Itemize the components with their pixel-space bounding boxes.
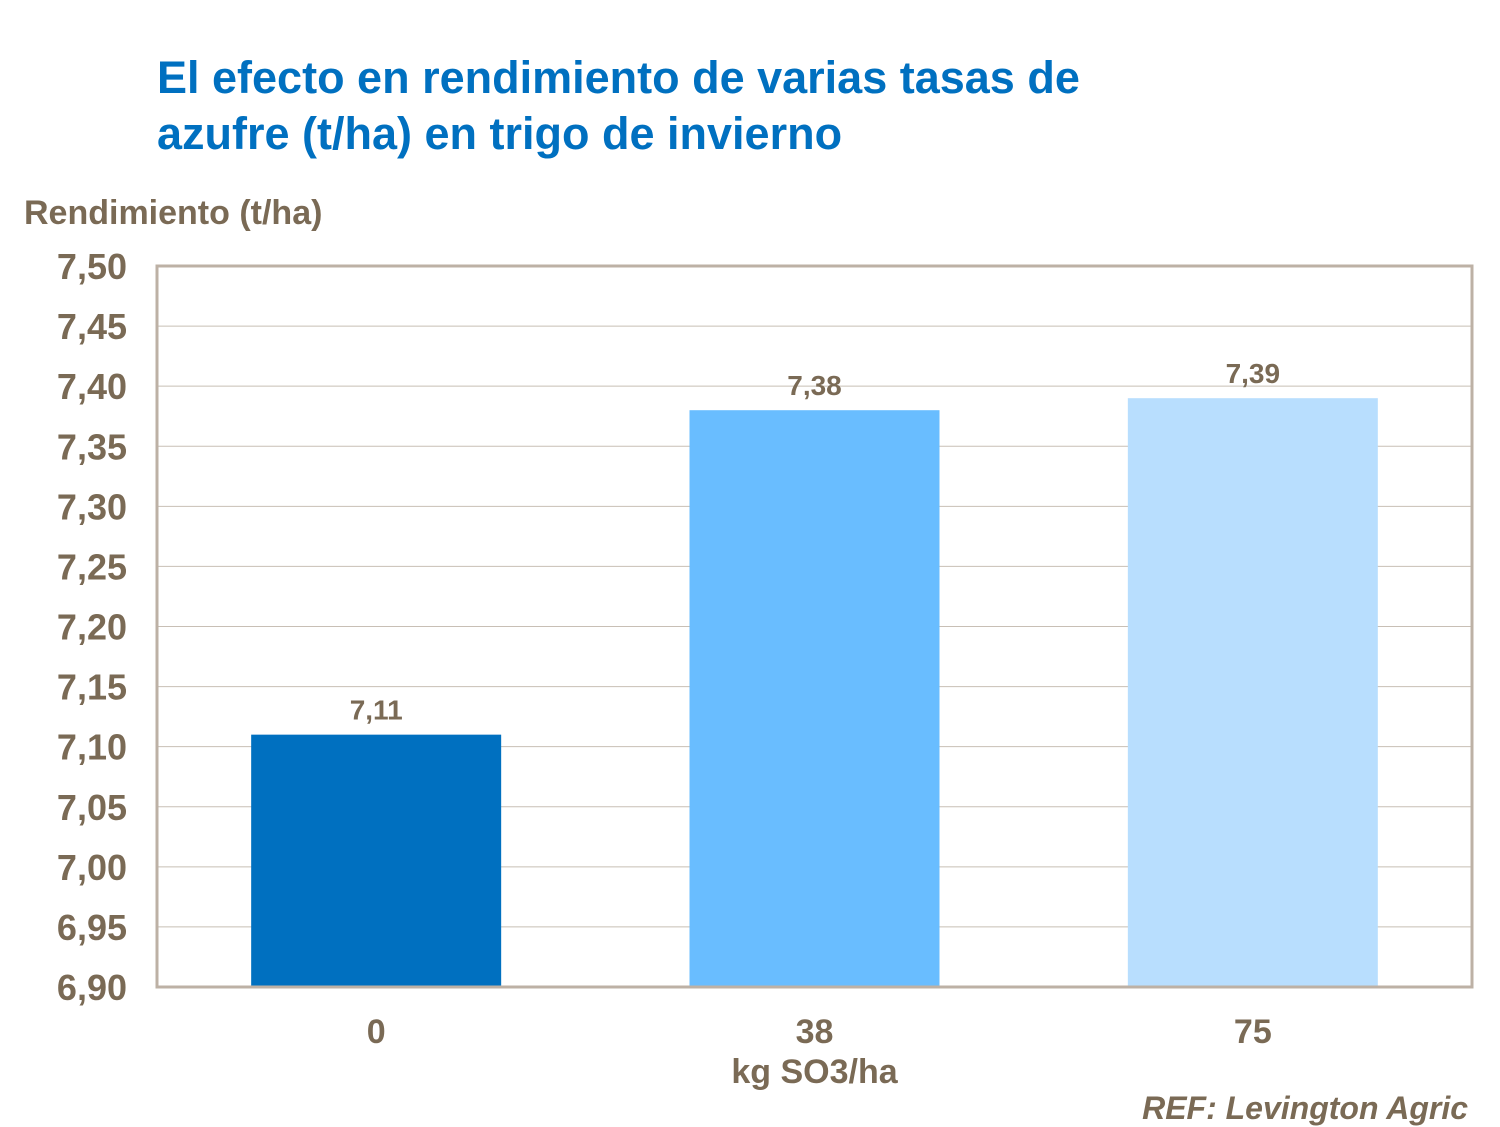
data-label: 7,39	[1226, 358, 1281, 389]
data-label: 7,38	[787, 370, 842, 401]
y-tick-label: 7,10	[57, 727, 127, 768]
y-tick-label: 6,95	[57, 907, 127, 948]
bar-0	[251, 734, 502, 987]
x-tick-label: 0	[367, 1013, 386, 1051]
y-tick-label: 7,50	[57, 246, 127, 287]
y-tick-label: 7,35	[57, 426, 127, 467]
x-axis-label: kg SO3/ha	[731, 1053, 898, 1091]
y-tick-label: 7,05	[57, 787, 127, 828]
x-tick-label: 38	[796, 1013, 834, 1051]
y-tick-label: 7,15	[57, 667, 127, 708]
y-tick-label: 6,90	[57, 967, 127, 1008]
plot-frame	[155, 264, 1474, 989]
reference-note: REF: Levington Agric	[1142, 1090, 1468, 1126]
y-tick-label: 7,30	[57, 486, 127, 527]
x-tick-label: 75	[1234, 1013, 1272, 1051]
chart-title: El efecto en rendimiento de varias tasas…	[157, 50, 1080, 162]
y-axis-label: Rendimiento (t/ha)	[24, 194, 323, 232]
y-tick-label: 7,25	[57, 546, 127, 587]
title-line-2: azufre (t/ha) en trigo de invierno	[157, 108, 843, 159]
data-label: 7,11	[350, 695, 403, 726]
y-tick-label: 7,40	[57, 366, 127, 407]
y-tick-label: 7,20	[57, 607, 127, 648]
bar-38	[689, 410, 940, 987]
title-line-1: El efecto en rendimiento de varias tasas…	[157, 52, 1080, 103]
bar-75	[1127, 398, 1378, 987]
y-tick-label: 7,45	[57, 306, 127, 347]
y-tick-label: 7,00	[57, 847, 127, 888]
